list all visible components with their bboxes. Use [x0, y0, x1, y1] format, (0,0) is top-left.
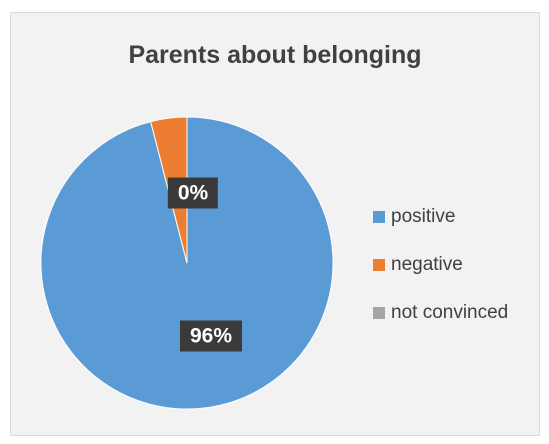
legend-item-negative: negative — [373, 251, 541, 279]
legend-label-negative: negative — [391, 254, 463, 275]
legend-item-not-convinced: not convinced — [373, 299, 541, 327]
pie-chart — [40, 116, 334, 410]
legend-label-positive: positive — [391, 206, 456, 227]
data-label-not-convinced: 0% — [167, 177, 219, 209]
chart-area: Parents about belonging 96% 0% positive n… — [10, 12, 540, 436]
legend-swatch-not-convinced — [373, 307, 385, 319]
data-label-positive: 96% — [179, 320, 243, 352]
legend-swatch-positive — [373, 211, 385, 223]
chart-title: Parents about belonging — [128, 41, 422, 69]
legend-swatch-negative — [373, 259, 385, 271]
legend-label-not-convinced: not convinced — [391, 302, 509, 323]
legend-item-positive: positive — [373, 203, 541, 231]
legend: positive negative not convinced — [373, 203, 541, 347]
